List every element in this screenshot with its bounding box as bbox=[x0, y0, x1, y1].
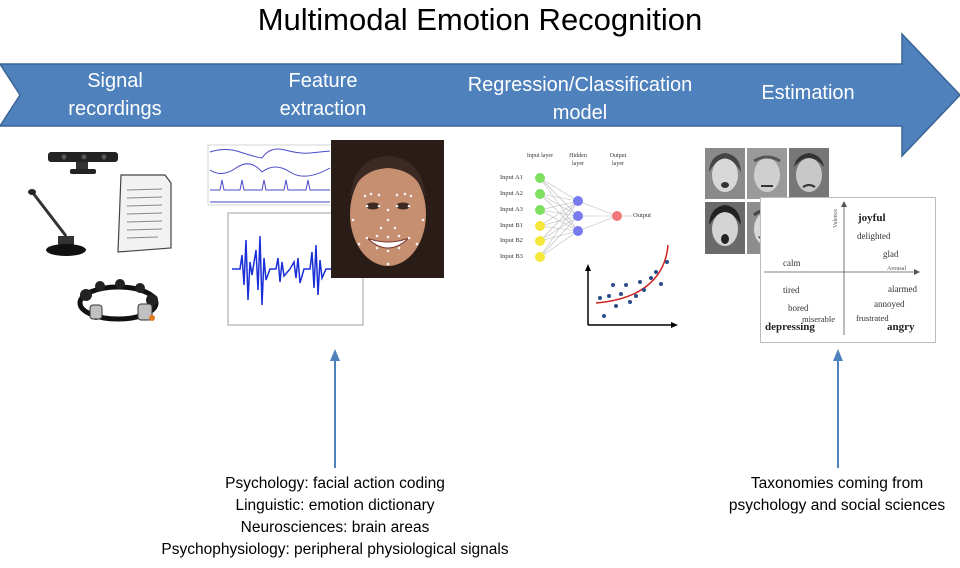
note-line: Psychology: facial action coding bbox=[225, 475, 445, 492]
input-label: Input B1 bbox=[500, 222, 523, 229]
circumplex-miserable: miserable bbox=[802, 314, 836, 324]
document-icon bbox=[117, 174, 172, 253]
circumplex-joyful: joyful bbox=[858, 212, 886, 224]
stage-estimation: Estimation bbox=[720, 79, 896, 107]
stage-feature-extraction: Feature extraction bbox=[248, 67, 398, 123]
input-label: Input B3 bbox=[500, 253, 523, 260]
input-nodes bbox=[535, 173, 545, 262]
stage-label-line1: Estimation bbox=[761, 82, 855, 104]
feature-sources-notes: Psychology: facial action coding Linguis… bbox=[130, 473, 540, 561]
hidden-layer-label: Hidden layer bbox=[569, 153, 587, 167]
note-line: Taxonomies coming from bbox=[750, 475, 924, 492]
circumplex-alarmed: alarmed bbox=[888, 284, 917, 294]
input-label: Input B2 bbox=[500, 237, 523, 244]
estimation-pointer-arrow bbox=[833, 349, 843, 468]
estimation-sources-notes: Taxonomies coming from psychology and so… bbox=[714, 473, 960, 517]
face-landmarks-image bbox=[331, 140, 444, 278]
depth-camera-icon bbox=[48, 152, 118, 174]
circumplex-bored: bored bbox=[788, 303, 809, 313]
feature-pointer-arrow bbox=[330, 349, 340, 468]
circumplex-model-panel bbox=[760, 197, 936, 343]
note-line: Linguistic: emotion dictionary bbox=[235, 497, 435, 514]
circumplex-glad: glad bbox=[883, 249, 899, 259]
circumplex-calm: calm bbox=[783, 258, 801, 268]
stage-label-line1: Feature bbox=[288, 70, 358, 92]
page-title: Multimodal Emotion Recognition bbox=[257, 2, 703, 37]
stage-label-line1: Regression/Classification bbox=[467, 74, 693, 96]
stage-label-line1: Signal bbox=[87, 70, 143, 92]
note-line: Psychophysiology: peripheral physiologic… bbox=[161, 541, 509, 558]
circumplex-angry: angry bbox=[887, 321, 915, 333]
eeg-headset-icon bbox=[77, 279, 159, 322]
input-layer-label: Input layer bbox=[526, 153, 554, 159]
note-line: Neurosciences: brain areas bbox=[240, 519, 430, 536]
face-photo bbox=[789, 148, 829, 199]
output-label: Output bbox=[633, 212, 652, 219]
arousal-axis-label: Arousal bbox=[887, 266, 906, 272]
microphone-icon bbox=[28, 189, 86, 256]
face-photo bbox=[747, 148, 787, 199]
input-label: Input A1 bbox=[500, 174, 523, 181]
output-layer-label: Output layer bbox=[609, 153, 627, 167]
physiological-signals-plot bbox=[207, 144, 333, 206]
stage-label-line2: model bbox=[552, 102, 608, 124]
note-line: psychology and social sciences bbox=[728, 497, 946, 514]
stage-label-line2: extraction bbox=[279, 98, 367, 120]
circumplex-tired: tired bbox=[783, 285, 800, 295]
input-label: Input A3 bbox=[500, 206, 523, 213]
circumplex-delighted: delighted bbox=[857, 231, 891, 241]
stage-regression-classification: Regression/Classification model bbox=[440, 71, 720, 127]
input-label: Input A2 bbox=[500, 190, 523, 197]
circumplex-depressing: depressing bbox=[765, 321, 815, 333]
stage-signal-recordings: Signal recordings bbox=[40, 67, 190, 123]
circumplex-frustrated: frustrated bbox=[856, 313, 889, 323]
output-node bbox=[612, 211, 622, 221]
face-photo bbox=[705, 202, 745, 254]
hidden-nodes bbox=[573, 196, 583, 236]
face-photo bbox=[705, 148, 745, 199]
circumplex-annoyed: annoyed bbox=[874, 299, 905, 309]
stage-label-line2: recordings bbox=[68, 98, 162, 120]
